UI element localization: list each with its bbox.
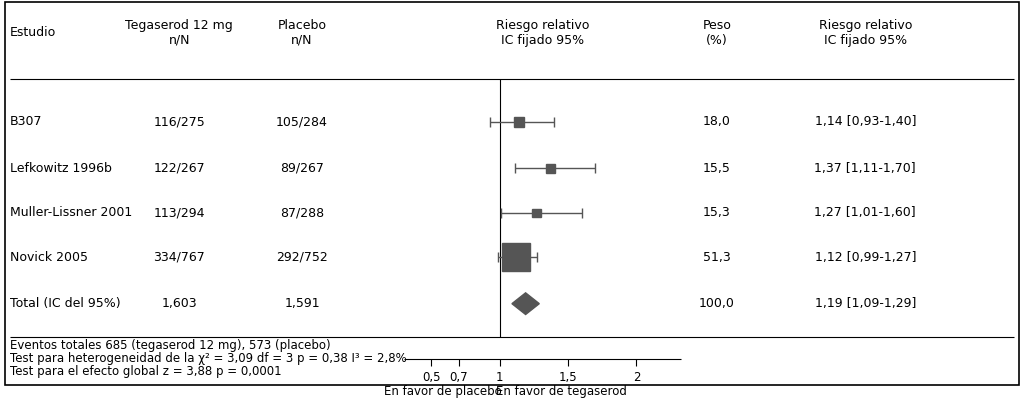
Text: 0,7: 0,7 (450, 371, 468, 384)
Text: 2: 2 (633, 371, 640, 384)
Text: 1,37 [1,11-1,70]: 1,37 [1,11-1,70] (814, 162, 916, 175)
Text: Muller-Lissner 2001: Muller-Lissner 2001 (10, 206, 132, 219)
Text: 292/752: 292/752 (276, 251, 328, 264)
Polygon shape (512, 293, 540, 314)
FancyBboxPatch shape (502, 243, 530, 271)
Text: 1,27 [1,01-1,60]: 1,27 [1,01-1,60] (814, 206, 916, 219)
Text: 105/284: 105/284 (276, 115, 328, 128)
Text: 87/288: 87/288 (280, 206, 325, 219)
Text: 1,12 [0,99-1,27]: 1,12 [0,99-1,27] (814, 251, 916, 264)
Text: 100,0: 100,0 (698, 297, 735, 310)
Text: Total (IC del 95%): Total (IC del 95%) (10, 297, 121, 310)
Text: B307: B307 (10, 115, 43, 128)
Text: 51,3: 51,3 (702, 251, 731, 264)
Text: 113/294: 113/294 (154, 206, 205, 219)
Text: Peso
(%): Peso (%) (702, 19, 731, 47)
Text: Estudio: Estudio (10, 26, 56, 39)
FancyBboxPatch shape (532, 209, 541, 217)
Text: 15,3: 15,3 (702, 206, 731, 219)
Text: Placebo
n/N: Placebo n/N (278, 19, 327, 47)
Text: 116/275: 116/275 (154, 115, 205, 128)
Text: En favor de tegaserod: En favor de tegaserod (496, 384, 627, 398)
Text: 1,14 [0,93-1,40]: 1,14 [0,93-1,40] (814, 115, 916, 128)
Text: 1,19 [1,09-1,29]: 1,19 [1,09-1,29] (815, 297, 915, 310)
FancyBboxPatch shape (546, 164, 555, 172)
Text: 122/267: 122/267 (154, 162, 205, 175)
Text: 334/767: 334/767 (154, 251, 205, 264)
Text: 1: 1 (496, 371, 504, 384)
Text: Riesgo relativo
IC fijado 95%: Riesgo relativo IC fijado 95% (818, 19, 912, 47)
Text: Test para el efecto global z = 3,88 p = 0,0001: Test para el efecto global z = 3,88 p = … (10, 365, 282, 378)
Text: En favor de placebo: En favor de placebo (384, 384, 502, 398)
Text: 1,591: 1,591 (285, 297, 319, 310)
Text: Novick 2005: Novick 2005 (10, 251, 88, 264)
Text: 0,5: 0,5 (422, 371, 440, 384)
Text: Lefkowitz 1996b: Lefkowitz 1996b (10, 162, 112, 175)
Text: 18,0: 18,0 (702, 115, 731, 128)
Text: 1,5: 1,5 (559, 371, 578, 384)
Text: Riesgo relativo
IC fijado 95%: Riesgo relativo IC fijado 95% (496, 19, 590, 47)
FancyBboxPatch shape (514, 117, 524, 127)
Text: 1,603: 1,603 (162, 297, 197, 310)
Text: Tegaserod 12 mg
n/N: Tegaserod 12 mg n/N (125, 19, 233, 47)
Text: Test para heterogeneidad de la χ² = 3,09 df = 3 p = 0,38 I³ = 2,8%: Test para heterogeneidad de la χ² = 3,09… (10, 352, 407, 365)
Text: 89/267: 89/267 (281, 162, 324, 175)
Text: 15,5: 15,5 (702, 162, 731, 175)
Text: Eventos totales 685 (tegaserod 12 mg), 573 (placebo): Eventos totales 685 (tegaserod 12 mg), 5… (10, 339, 331, 351)
